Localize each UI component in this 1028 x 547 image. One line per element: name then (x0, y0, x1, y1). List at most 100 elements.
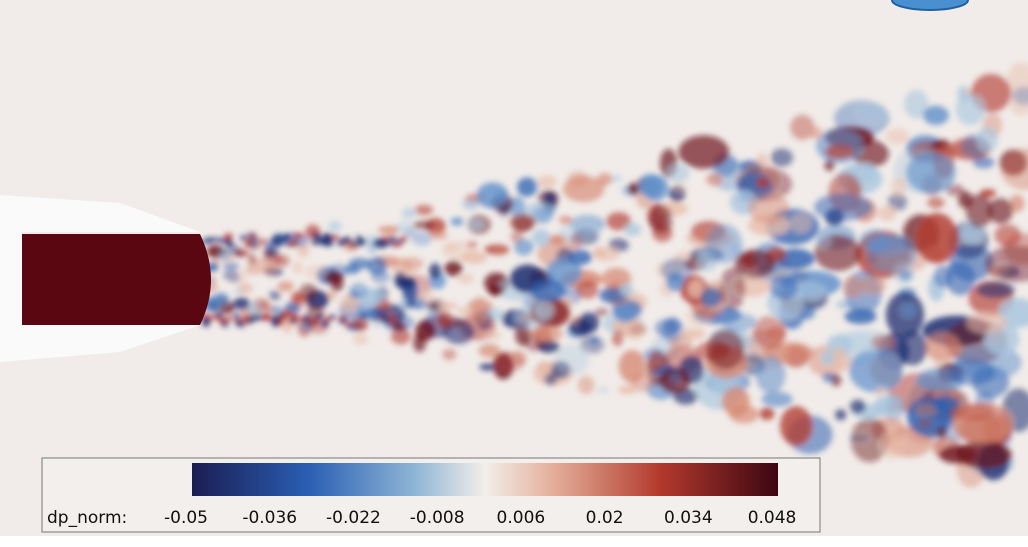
eddy (483, 331, 502, 340)
eddy (558, 222, 601, 244)
colorbar-tick-label: -0.022 (326, 508, 381, 528)
eddy (759, 407, 775, 421)
eddy (721, 313, 757, 332)
shear-eddy (240, 318, 249, 324)
eddy (304, 264, 329, 280)
eddy (719, 267, 746, 310)
eddy (1000, 148, 1028, 190)
eddy (577, 375, 595, 395)
shear-eddy (310, 240, 319, 246)
eddy (273, 254, 291, 268)
eddy (643, 175, 669, 201)
eddy (860, 275, 887, 295)
eddy (887, 192, 907, 212)
eddy (327, 220, 342, 232)
eddy (945, 261, 976, 296)
eddy (400, 257, 424, 271)
shear-eddy (202, 321, 211, 327)
eddy (721, 387, 750, 416)
eddy (534, 207, 554, 224)
eddy (462, 197, 480, 210)
eddy (947, 359, 996, 386)
eddy (813, 235, 832, 248)
shear-eddy (315, 314, 324, 320)
shear-eddy (359, 313, 368, 319)
eddy (370, 270, 391, 284)
shear-eddy (355, 235, 364, 241)
eddy (349, 282, 369, 300)
shear-eddy (393, 242, 402, 248)
eddy (648, 350, 665, 373)
eddy (225, 253, 235, 263)
eddy (822, 372, 835, 383)
colorbar-tick-label: 0.02 (586, 508, 624, 528)
eddy (510, 230, 524, 244)
eddy (934, 439, 946, 450)
eddy (442, 348, 457, 361)
shear-eddy (388, 235, 397, 241)
eddy (706, 329, 745, 370)
eddy (976, 281, 1016, 298)
eddy (567, 249, 592, 266)
eddy (906, 152, 956, 194)
shear-eddy (245, 239, 254, 245)
eddy (262, 263, 278, 275)
eddy (618, 349, 646, 383)
eddy (965, 194, 993, 228)
shear-eddy (215, 237, 224, 243)
shear-eddy (381, 240, 390, 246)
eddy (292, 260, 303, 275)
eddy (761, 391, 793, 407)
eddy (205, 304, 218, 312)
eddy (649, 204, 673, 234)
eddy (509, 196, 526, 218)
eddy (877, 205, 897, 221)
eddy (916, 212, 958, 264)
shear-eddy (356, 241, 365, 247)
eddy (353, 332, 369, 345)
colorbar (192, 463, 778, 496)
colorbar-tick-label: -0.008 (410, 508, 465, 528)
shear-eddy (344, 322, 353, 328)
shear-eddy (295, 232, 304, 238)
eddy (966, 311, 1008, 335)
eddy (444, 260, 463, 277)
colorbar-tick-label: 0.034 (664, 508, 713, 528)
eddy (537, 340, 560, 353)
eddy (790, 114, 815, 140)
eddy (618, 385, 637, 395)
eddy (233, 249, 250, 258)
eddy (849, 348, 903, 393)
eddy (800, 305, 815, 320)
eddy (666, 164, 690, 183)
eddy (984, 245, 1028, 283)
bottom-strip (0, 536, 1028, 547)
shear-eddy (208, 237, 217, 243)
eddy (213, 292, 230, 307)
eddy (613, 302, 638, 323)
eddy (437, 310, 452, 330)
eddy (567, 171, 588, 187)
eddy (686, 304, 713, 327)
eddy (411, 231, 433, 246)
shear-eddy (271, 321, 280, 327)
eddy (747, 192, 790, 224)
shear-eddy (253, 314, 262, 320)
eddy (892, 261, 915, 286)
corner-badge (891, 0, 969, 11)
eddy (948, 403, 995, 422)
eddy (890, 177, 906, 197)
eddy (470, 296, 489, 326)
eddy (936, 425, 948, 439)
shear-eddy (318, 240, 327, 246)
shear-eddy (280, 235, 289, 241)
eddy (578, 312, 600, 334)
eddy (899, 303, 917, 319)
eddy (429, 231, 448, 240)
eddy (705, 223, 743, 264)
eddy (753, 315, 787, 349)
eddy (558, 216, 573, 224)
colorbar-tick-label: 0.006 (497, 508, 546, 528)
